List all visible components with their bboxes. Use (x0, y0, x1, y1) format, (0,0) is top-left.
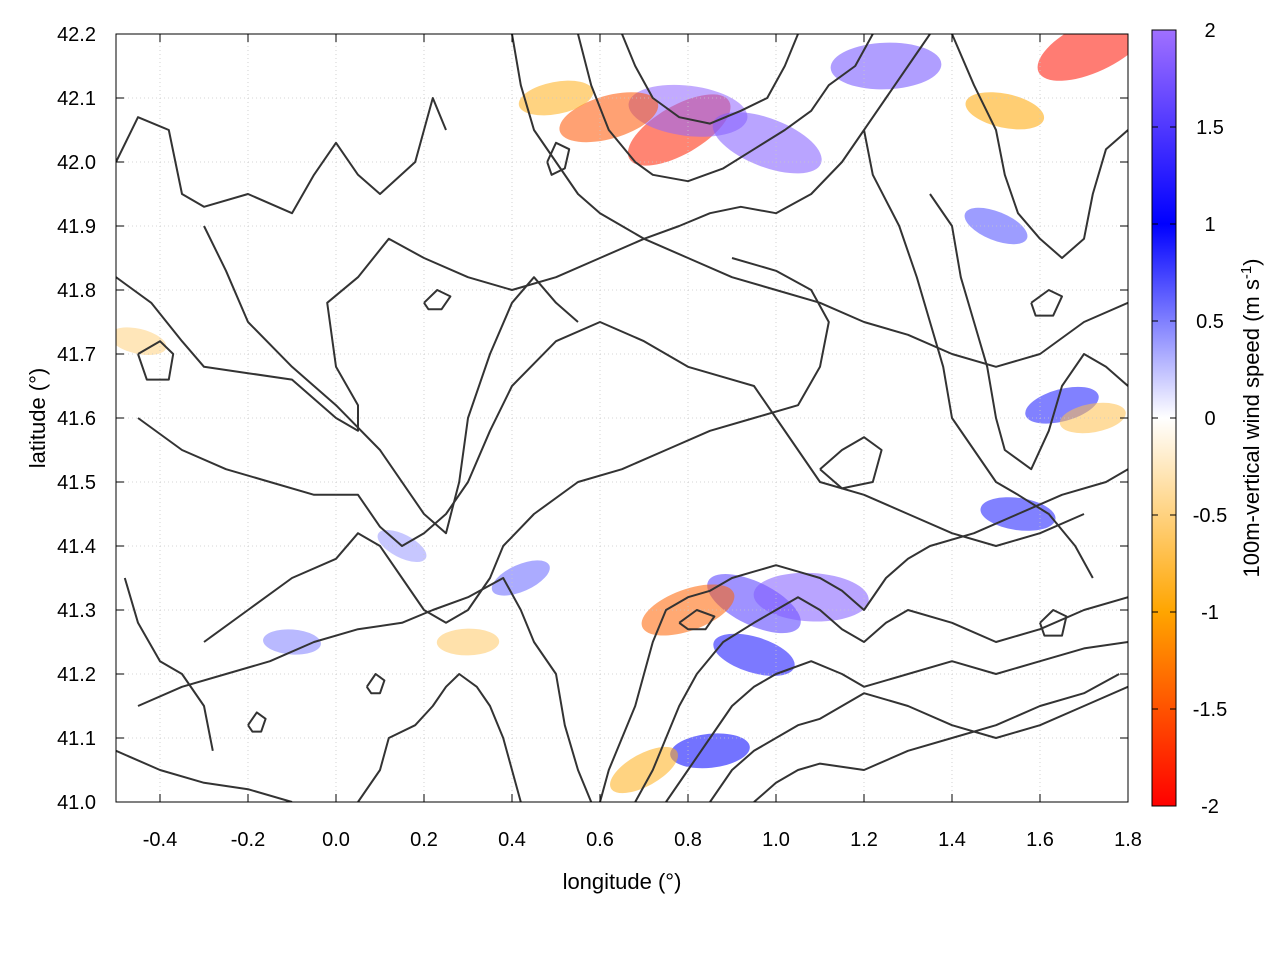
field-blob (263, 629, 321, 655)
colorbar-label-superscript: -1 (1238, 266, 1255, 279)
colorbar-tick-label: -0.5 (1193, 505, 1227, 527)
colorbar-tick-label: -2 (1201, 796, 1219, 818)
field-blob (753, 572, 869, 622)
x-tick-label: 0.8 (674, 829, 702, 851)
x-tick-label: 0.4 (498, 829, 526, 851)
y-tick-label: 41.9 (57, 216, 96, 238)
contour-line (365, 673, 386, 695)
field-blob (830, 42, 942, 90)
terrain-contours (116, 34, 1128, 802)
contour-line (929, 193, 1128, 471)
y-tick-label: 42.1 (57, 88, 96, 110)
contour-line (665, 641, 1128, 802)
contour-line (634, 596, 1128, 802)
contour-line (116, 237, 1128, 432)
contour-line (819, 436, 883, 490)
y-tick-label: 41.3 (57, 600, 96, 622)
contour-line (1030, 289, 1063, 317)
contour-line (203, 225, 579, 535)
y-tick-label: 41.1 (57, 728, 96, 750)
contour-line (863, 129, 1094, 579)
x-tick-label: 1.2 (850, 829, 878, 851)
y-tick-label: 41.4 (57, 536, 96, 558)
colorbar-label-main: 100m-vertical wind speed (m s (1239, 279, 1264, 577)
field-blob (965, 92, 1045, 130)
y-tick-label: 41.8 (57, 280, 96, 302)
colorbar-ticks: 2 1.5 1 0.5 0 -0.5 -1 -1.5 -2 (1152, 20, 1227, 818)
contour-line (423, 289, 452, 311)
field-blob (559, 92, 659, 143)
x-tick-label: 1.6 (1026, 829, 1054, 851)
contour-line (546, 141, 571, 176)
field-blob (610, 746, 678, 794)
x-axis: -0.4 -0.2 0.0 0.2 0.4 0.6 0.8 1.0 1.2 1.4 1.6 1.8 (143, 34, 1142, 851)
x-axis-label: longitude (°) (563, 869, 682, 894)
field-blob (713, 633, 795, 676)
contour-line (1039, 609, 1068, 637)
contour-line (137, 340, 175, 381)
contour-line (137, 321, 1085, 547)
x-tick-label: 1.8 (1114, 829, 1142, 851)
colorbar-tick-label: -1 (1201, 602, 1219, 624)
x-tick-label: 0.6 (586, 829, 614, 851)
contour-line (357, 673, 522, 802)
contour-line (951, 34, 1128, 259)
y-tick-label: 41.5 (57, 472, 96, 494)
colorbar-tick-label: 0 (1204, 408, 1215, 430)
contour-line (753, 673, 1120, 802)
colorbar-tick-label: 0.5 (1196, 311, 1224, 333)
colorbar-label-end: ) (1239, 258, 1264, 265)
x-tick-label: 0.2 (410, 829, 438, 851)
contour-line (511, 34, 931, 240)
field-blob (1037, 34, 1128, 81)
field-blob (707, 574, 801, 634)
x-tick-label: 1.0 (762, 829, 790, 851)
field-blob (712, 112, 822, 174)
contour-line (621, 34, 799, 125)
contour-line (116, 97, 447, 215)
contour-line (709, 685, 1128, 802)
field-blob (436, 628, 500, 656)
colorbar-tick-label: -1.5 (1193, 699, 1227, 721)
plot-area (115, 33, 1129, 803)
y-tick-label: 41.7 (57, 344, 96, 366)
contour-line (137, 577, 593, 802)
colorbar-tick-label: 1 (1204, 214, 1215, 236)
colorbar-label: 100m-vertical wind speed (m s-1) (1238, 258, 1264, 577)
field-blob (491, 560, 550, 596)
x-tick-label: -0.2 (231, 829, 265, 851)
contour-line (123, 577, 214, 751)
contour-line (247, 711, 267, 733)
contour-line (678, 609, 716, 631)
y-tick-label: 42.2 (57, 24, 96, 46)
x-tick-label: -0.4 (143, 829, 177, 851)
y-tick-label: 41.2 (57, 664, 96, 686)
contour-line (599, 468, 1128, 802)
field-blob (670, 733, 750, 769)
grid-lines (116, 34, 1128, 802)
y-tick-label: 41.6 (57, 408, 96, 430)
colorbar: 2 1.5 1 0.5 0 -0.5 -1 -1.5 -2 100m-vertical wind… (1151, 20, 1264, 818)
contour-line (577, 34, 874, 183)
y-tick-label: 41.0 (57, 792, 96, 814)
y-axis: 41.0 41.1 41.2 41.3 41.4 41.5 41.6 41.7 41.8 41.9… (57, 24, 1128, 814)
x-tick-label: 0.0 (322, 829, 350, 851)
colorbar-tick-label: 2 (1204, 20, 1215, 42)
y-axis-label: latitude (°) (25, 368, 50, 469)
field-blob (116, 327, 167, 356)
contour-line (203, 257, 830, 643)
x-tick-label: 1.4 (938, 829, 966, 851)
contour-line (116, 749, 293, 802)
y-tick-label: 42.0 (57, 152, 96, 174)
colorbar-tick-label: 1.5 (1196, 117, 1224, 139)
